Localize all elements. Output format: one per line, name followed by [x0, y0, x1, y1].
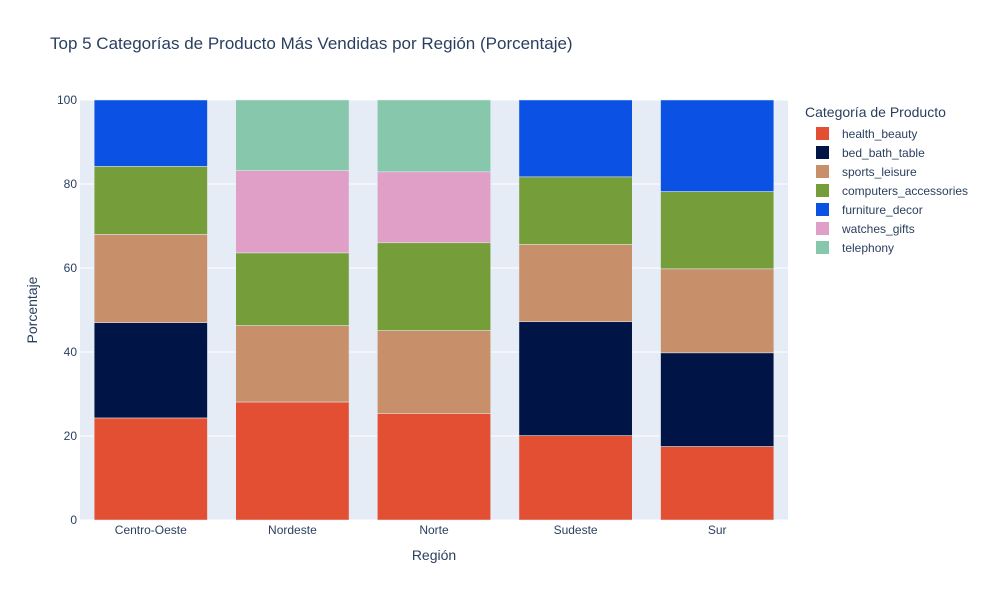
- bar-segment-health_beauty[interactable]: [660, 446, 775, 521]
- legend-label: computers_accessories: [842, 183, 969, 198]
- legend-label: bed_bath_table: [842, 145, 925, 160]
- bar-segment-computers_accessories[interactable]: [93, 166, 208, 235]
- legend-swatch: [816, 146, 829, 159]
- legend-item-bed_bath_table[interactable]: bed_bath_table: [805, 143, 968, 162]
- x-tick-label: Nordeste: [268, 523, 317, 537]
- legend-title: Categoría de Producto: [805, 104, 946, 120]
- legend-item-watches_gifts[interactable]: watches_gifts: [805, 219, 968, 238]
- y-tick-label: 0: [70, 513, 77, 527]
- bar-segment-bed_bath_table[interactable]: [660, 352, 775, 447]
- legend-label: watches_gifts: [842, 221, 915, 236]
- bar-segment-computers_accessories[interactable]: [518, 176, 633, 245]
- bar-segment-health_beauty[interactable]: [518, 435, 633, 521]
- bar-segment-sports_leisure[interactable]: [660, 268, 775, 354]
- bar-segment-furniture_decor[interactable]: [93, 99, 208, 167]
- x-tick-label: Sur: [708, 523, 727, 537]
- legend-label: health_beauty: [842, 126, 918, 141]
- bar-segment-health_beauty[interactable]: [235, 401, 350, 521]
- bar-segment-bed_bath_table[interactable]: [518, 321, 633, 436]
- tick-labels: 0 20 40 60 80 100 Centro-Oeste Nordeste Norte Sud…: [57, 93, 727, 537]
- legend-swatch: [816, 165, 829, 178]
- bar-segment-furniture_decor[interactable]: [660, 99, 775, 192]
- legend-label: furniture_decor: [842, 202, 923, 217]
- legend-swatch: [816, 184, 829, 197]
- legend-swatch: [816, 127, 829, 140]
- x-axis-label: Región: [412, 547, 456, 563]
- y-axis-label: Porcentaje: [24, 276, 40, 343]
- y-tick-label: 100: [57, 93, 77, 107]
- x-tick-label: Sudeste: [554, 523, 598, 537]
- legend-item-furniture_decor[interactable]: furniture_decor: [805, 200, 968, 219]
- legend-swatch: [816, 222, 829, 235]
- bars: [93, 99, 775, 521]
- bar-segment-health_beauty[interactable]: [377, 413, 491, 521]
- y-tick-label: 40: [64, 345, 78, 359]
- legend-label: sports_leisure: [842, 164, 917, 179]
- y-tick-label: 80: [64, 177, 78, 191]
- chart-title: Top 5 Categorías de Producto Más Vendida…: [50, 34, 573, 53]
- y-tick-label: 20: [64, 429, 78, 443]
- legend-item-health_beauty[interactable]: health_beauty: [805, 124, 968, 143]
- bar-segment-computers_accessories[interactable]: [377, 242, 491, 331]
- legend-swatch: [816, 203, 829, 216]
- bar-segment-sports_leisure[interactable]: [93, 234, 208, 323]
- bar-segment-sports_leisure[interactable]: [235, 325, 350, 403]
- legend-item-sports_leisure[interactable]: sports_leisure: [805, 162, 968, 181]
- bar-segment-furniture_decor[interactable]: [518, 99, 633, 178]
- legend-swatch: [816, 241, 829, 254]
- bar-segment-health_beauty[interactable]: [93, 417, 208, 521]
- bar-segment-bed_bath_table[interactable]: [93, 322, 208, 419]
- y-tick-label: 60: [64, 261, 78, 275]
- legend: Categoría de Producto health_beauty bed_b…: [805, 104, 968, 257]
- bar-segment-telephony[interactable]: [235, 99, 350, 171]
- bar-segment-telephony[interactable]: [377, 99, 491, 173]
- x-tick-label: Centro-Oeste: [115, 523, 187, 537]
- legend-item-computers_accessories[interactable]: computers_accessories: [805, 181, 968, 200]
- legend-label: telephony: [842, 240, 895, 255]
- bar-segment-sports_leisure[interactable]: [518, 244, 633, 323]
- bar-segment-watches_gifts[interactable]: [235, 170, 350, 254]
- legend-items: health_beauty bed_bath_table sports_leisur…: [805, 124, 968, 257]
- bar-segment-watches_gifts[interactable]: [377, 171, 491, 244]
- bar-segment-computers_accessories[interactable]: [235, 252, 350, 326]
- x-tick-label: Norte: [419, 523, 449, 537]
- bar-segment-computers_accessories[interactable]: [660, 191, 775, 270]
- legend-item-telephony[interactable]: telephony: [805, 238, 968, 257]
- bar-segment-sports_leisure[interactable]: [377, 330, 491, 414]
